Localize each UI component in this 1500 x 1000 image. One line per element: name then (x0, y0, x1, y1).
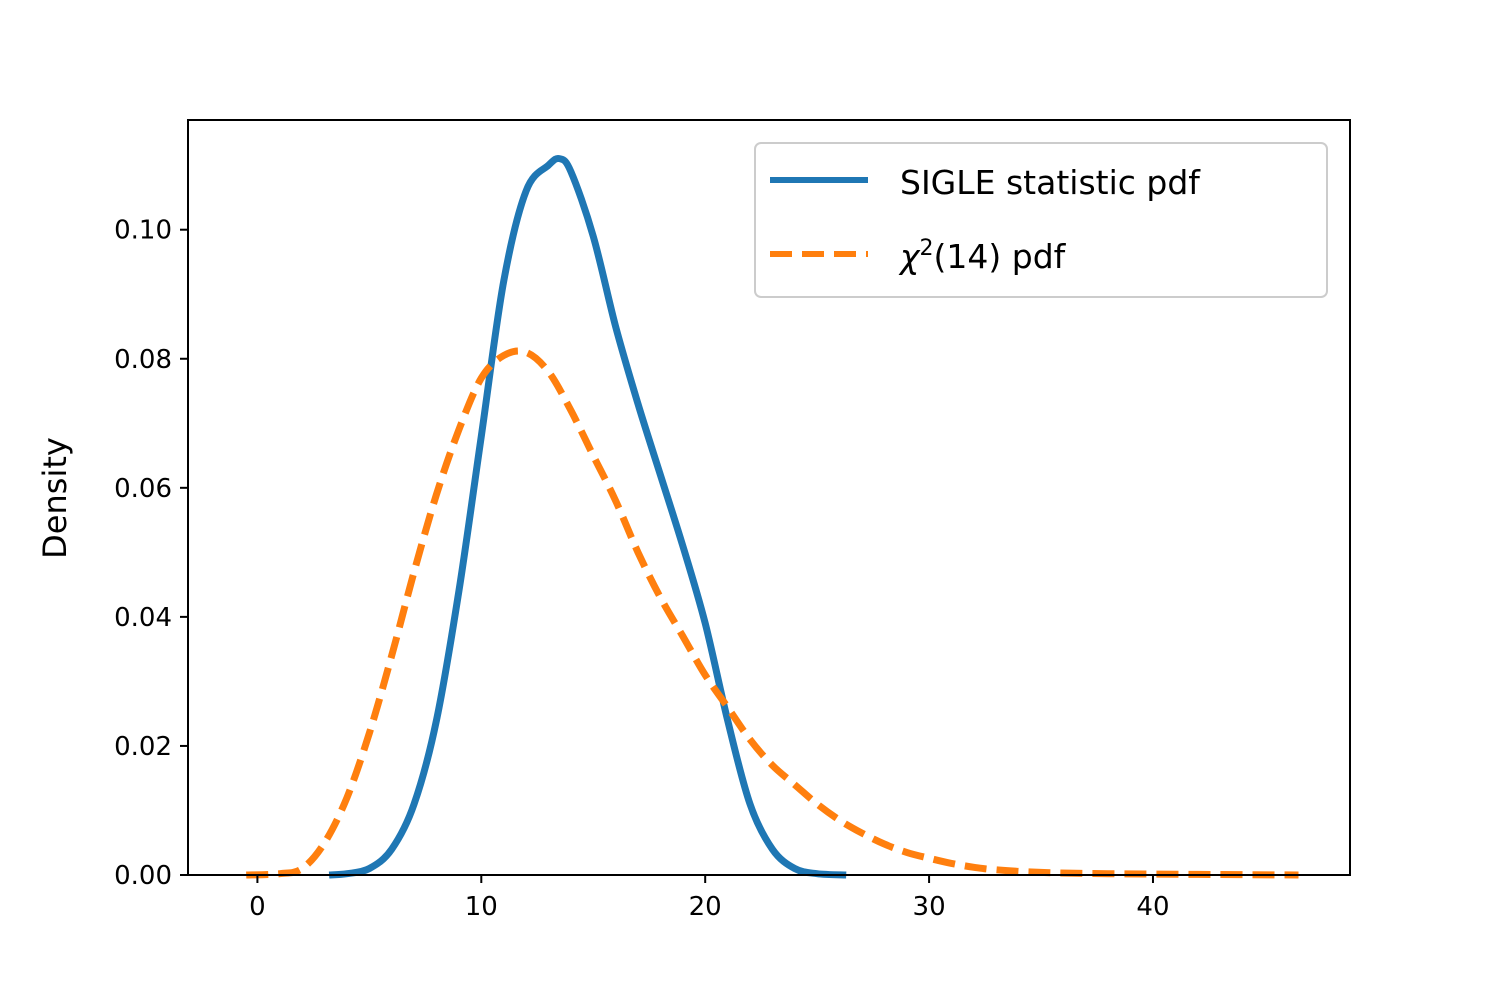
axes-frame (187, 119, 1351, 876)
x-tick-label: 30 (913, 892, 946, 922)
y-axis-label: Density (36, 437, 74, 559)
legend-label-chi2-sup: 2 (920, 236, 934, 261)
y-tick-label: 0.08 (114, 345, 172, 375)
legend-label-chi2-base: χ (898, 237, 921, 276)
x-tick-label: 40 (1136, 892, 1169, 922)
legend-label-sigle: SIGLE statistic pdf (900, 163, 1201, 202)
y-tick-label: 0.06 (114, 474, 172, 504)
y-axis: 0.00 0.02 0.04 0.06 0.08 0.10 (114, 216, 188, 891)
legend-label-chi2-rest: (14) pdf (934, 237, 1067, 276)
plot-lines (246, 154, 1299, 879)
y-tick-label: 0.02 (114, 732, 172, 762)
y-tick-label: 0.10 (114, 216, 172, 246)
x-tick-label: 0 (249, 892, 266, 922)
series-line-0 (328, 154, 847, 879)
series-line-1 (246, 347, 1299, 879)
y-tick-label: 0.00 (114, 861, 172, 891)
x-axis: 0 10 20 30 40 (249, 875, 1170, 922)
x-tick-label: 20 (689, 892, 722, 922)
legend-box (754, 142, 1328, 298)
legend-label-chi2: χ2(14) pdf (898, 236, 1067, 276)
x-tick-label: 10 (465, 892, 498, 922)
y-tick-label: 0.04 (114, 603, 172, 633)
legend: SIGLE statistic pdf χ2(14) pdf (754, 142, 1328, 298)
